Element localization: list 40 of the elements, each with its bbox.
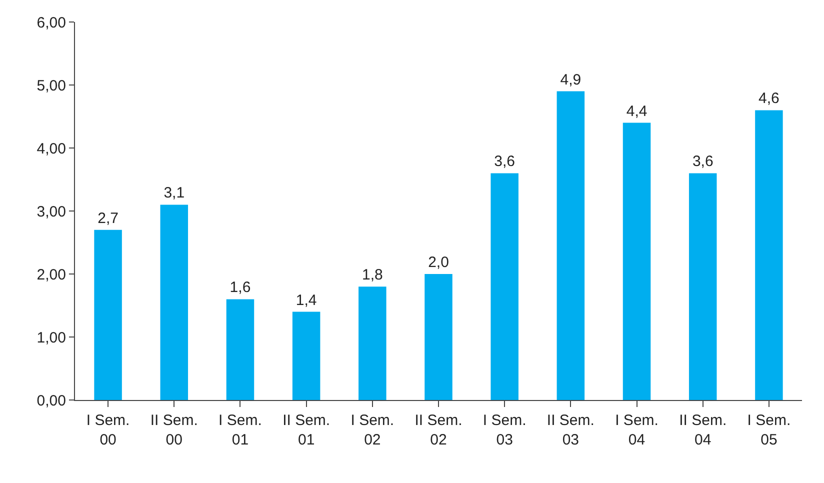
- bar: [424, 274, 452, 400]
- bar: [94, 230, 122, 400]
- data-label: 3,6: [494, 153, 516, 170]
- data-label: 1,8: [362, 266, 383, 284]
- x-tick-label: II Sem. 01: [282, 412, 330, 448]
- bar: [688, 173, 717, 400]
- y-tick-label: 1,00: [36, 329, 66, 346]
- data-label: 2,7: [98, 210, 118, 227]
- y-tick-label: 4,00: [36, 140, 66, 158]
- y-tick-label: 0,00: [36, 392, 66, 410]
- data-label: 1,4: [296, 292, 317, 309]
- x-tick-label: I Sem. 00: [86, 412, 130, 448]
- data-label: 2,0: [428, 254, 449, 271]
- data-label: 4,9: [560, 71, 582, 88]
- bar: [358, 286, 386, 400]
- bar: [490, 173, 518, 400]
- y-tick-label: 5,00: [36, 77, 66, 94]
- x-tick-label: I Sem. 04: [615, 412, 658, 448]
- x-tick-label: I Sem. 03: [482, 412, 526, 448]
- bar: [226, 299, 254, 400]
- bar: [160, 204, 188, 400]
- data-label: 3,1: [164, 184, 185, 202]
- data-label: 3,6: [692, 153, 714, 170]
- data-label: 4,6: [758, 90, 780, 108]
- bar: [292, 312, 320, 400]
- x-tick-label: I Sem. 05: [747, 412, 791, 448]
- x-tick-label: II Sem. 02: [414, 412, 462, 448]
- x-tick-label: I Sem. 01: [218, 412, 262, 448]
- x-tick-label: I Sem. 02: [350, 412, 394, 448]
- y-tick-label: 3,00: [36, 203, 66, 220]
- data-label: 4,4: [626, 102, 648, 120]
- bar: [622, 122, 651, 400]
- bar: [755, 110, 783, 400]
- y-tick-label: 6,00: [36, 14, 66, 32]
- x-tick-label: II Sem. 00: [150, 412, 198, 448]
- bar: [556, 91, 585, 400]
- data-label: 1,6: [230, 279, 251, 296]
- y-tick-label: 2,00: [36, 266, 66, 284]
- x-tick-label: II Sem. 03: [546, 412, 594, 448]
- x-tick-label: II Sem. 04: [679, 412, 727, 448]
